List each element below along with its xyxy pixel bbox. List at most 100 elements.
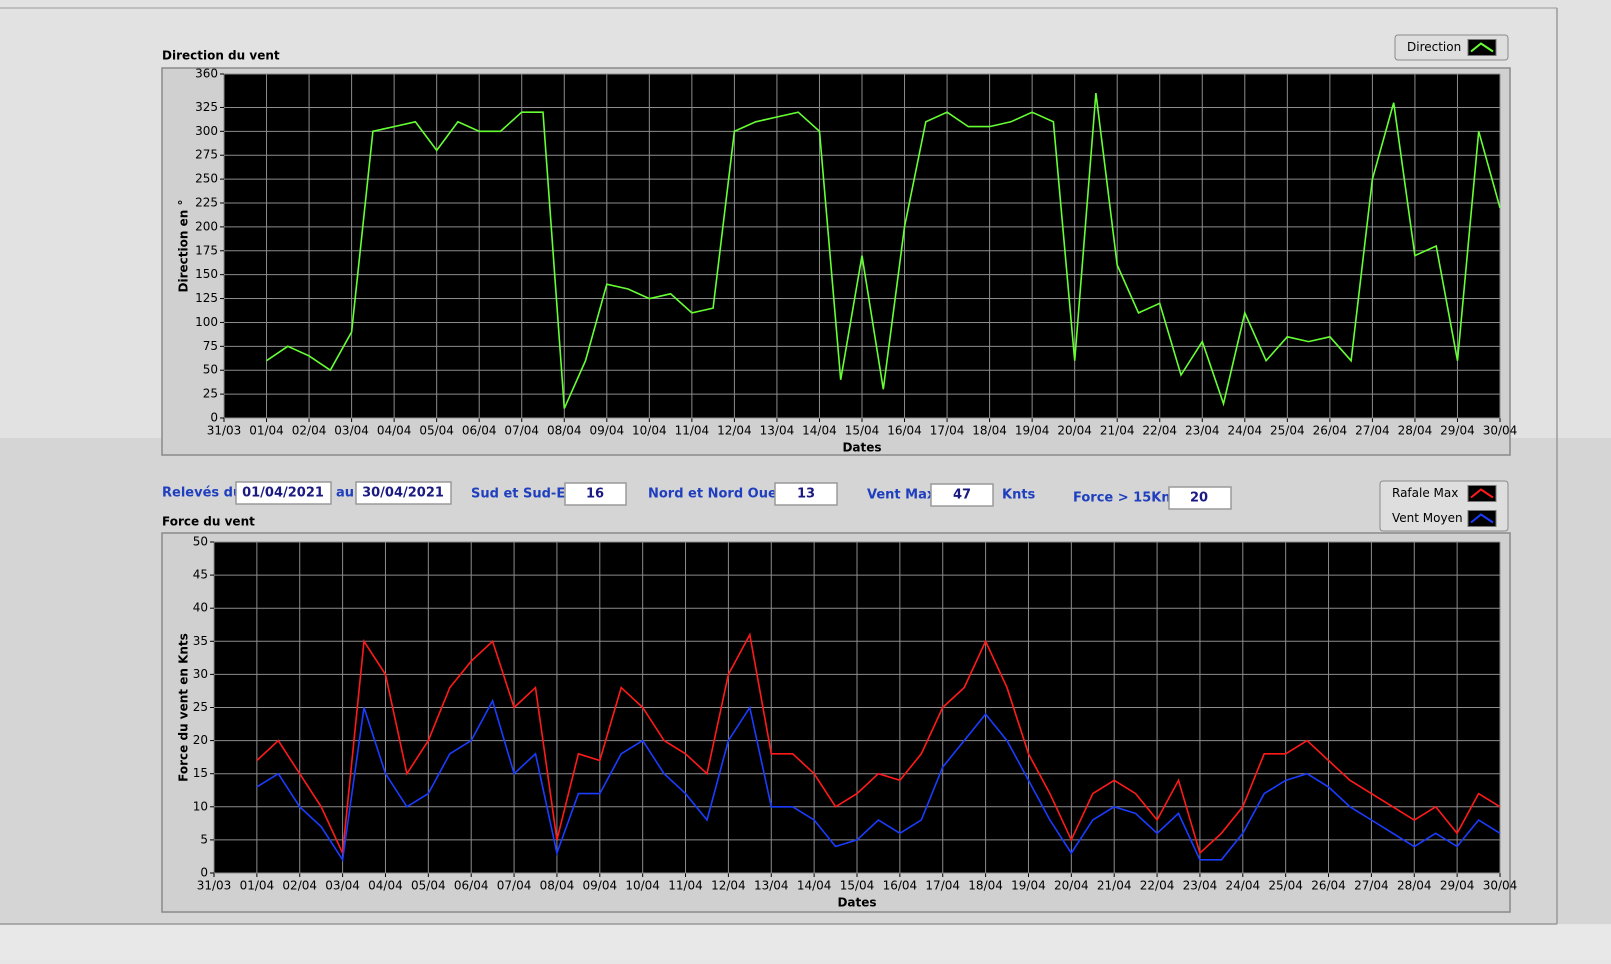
x-tick-label: 08/04 <box>540 879 575 893</box>
x-tick-label: 23/04 <box>1183 879 1218 893</box>
y-tick-label: 325 <box>195 100 218 114</box>
x-tick-label: 14/04 <box>797 879 832 893</box>
y-tick-label: 35 <box>193 634 208 648</box>
y-tick-label: 50 <box>203 363 218 377</box>
legend-label: Direction <box>1407 40 1461 54</box>
x-tick-label: 20/04 <box>1057 424 1092 438</box>
x-tick-label: 23/04 <box>1185 424 1220 438</box>
x-tick-label: 31/03 <box>207 424 242 438</box>
unit: Knts <box>1002 488 1036 503</box>
y-axis-label: Force du vent en Knts <box>177 633 191 782</box>
x-tick-label: 04/04 <box>377 424 412 438</box>
x-tick-label: 11/04 <box>668 879 703 893</box>
x-tick-label: 28/04 <box>1398 424 1433 438</box>
input-value: 20 <box>1190 491 1208 506</box>
x-tick-label: 09/04 <box>583 879 618 893</box>
input-value: 01/04/2021 <box>242 486 324 501</box>
y-tick-label: 25 <box>203 387 218 401</box>
legend-swatch-bg <box>1467 485 1497 502</box>
data-line <box>256 698 1501 863</box>
x-tick-label: 10/04 <box>632 424 667 438</box>
legend-swatch <box>1470 488 1494 499</box>
x-tick-label: 19/04 <box>1015 424 1050 438</box>
x-tick-label: 07/04 <box>497 879 532 893</box>
x-tick-label: 21/04 <box>1100 424 1135 438</box>
x-tick-label: 24/04 <box>1228 424 1263 438</box>
x-tick-label: 16/04 <box>883 879 918 893</box>
x-tick-label: 05/04 <box>419 424 454 438</box>
x-tick-label: 01/04 <box>249 424 284 438</box>
input-box[interactable] <box>235 481 332 505</box>
input-box[interactable] <box>355 481 452 505</box>
input-box[interactable] <box>930 483 994 507</box>
x-tick-label: 13/04 <box>754 879 789 893</box>
x-tick-label: 27/04 <box>1354 879 1389 893</box>
label: Force > 15Knts <box>1073 491 1185 506</box>
x-tick-label: 16/04 <box>887 424 922 438</box>
y-tick-label: 125 <box>195 291 218 305</box>
input-box[interactable] <box>1168 486 1232 510</box>
legend-swatch-bg <box>1467 39 1497 56</box>
y-tick-label: 30 <box>193 667 208 681</box>
label: Nord et Nord Ouest <box>648 487 791 502</box>
x-tick-label: 17/04 <box>930 424 965 438</box>
y-tick-label: 225 <box>195 196 218 210</box>
x-tick-label: 05/04 <box>411 879 446 893</box>
legend-label: Vent Moyen <box>1392 511 1463 525</box>
input-value: 30/04/2021 <box>362 486 444 501</box>
x-tick-label: 15/04 <box>840 879 875 893</box>
input-box[interactable] <box>564 482 627 506</box>
x-tick-label: 18/04 <box>968 879 1003 893</box>
input-value: 47 <box>953 488 971 503</box>
x-tick-label: 18/04 <box>972 424 1007 438</box>
x-tick-label: 26/04 <box>1311 879 1346 893</box>
y-tick-label: 40 <box>193 601 208 615</box>
x-tick-label: 14/04 <box>802 424 837 438</box>
x-tick-label: 19/04 <box>1011 879 1046 893</box>
x-tick-label: 26/04 <box>1313 424 1348 438</box>
x-tick-label: 30/04 <box>1483 424 1518 438</box>
y-tick-label: 20 <box>193 733 208 747</box>
x-tick-label: 28/04 <box>1397 879 1432 893</box>
x-tick-label: 15/04 <box>845 424 880 438</box>
y-tick-label: 360 <box>195 67 218 81</box>
x-tick-label: 27/04 <box>1355 424 1390 438</box>
y-tick-label: 150 <box>195 267 218 281</box>
x-tick-label: 13/04 <box>760 424 795 438</box>
x-tick-label: 29/04 <box>1440 879 1475 893</box>
legend-label: Rafale Max <box>1392 486 1458 500</box>
y-tick-label: 0 <box>210 411 218 425</box>
legend-swatch <box>1470 513 1494 524</box>
x-tick-label: 12/04 <box>717 424 752 438</box>
y-tick-label: 300 <box>195 124 218 138</box>
x-tick-label: 29/04 <box>1440 424 1475 438</box>
label: Vent Max <box>867 488 936 503</box>
y-tick-label: 25 <box>193 700 208 714</box>
x-tick-label: 02/04 <box>282 879 317 893</box>
y-axis-label: Direction en ° <box>177 200 191 293</box>
x-tick-label: 20/04 <box>1054 879 1089 893</box>
x-tick-label: 02/04 <box>292 424 327 438</box>
x-tick-label: 25/04 <box>1270 424 1305 438</box>
label: Sud et Sud-Est <box>471 487 579 502</box>
y-tick-label: 275 <box>195 148 218 162</box>
x-tick-label: 25/04 <box>1268 879 1303 893</box>
bottom-strip <box>0 925 1611 960</box>
data-line <box>256 632 1501 857</box>
x-tick-label: 01/04 <box>240 879 275 893</box>
x-tick-label: 03/04 <box>325 879 360 893</box>
input-value: 13 <box>797 487 815 502</box>
x-tick-label: 10/04 <box>625 879 660 893</box>
y-tick-label: 175 <box>195 243 218 257</box>
x-tick-label: 09/04 <box>590 424 625 438</box>
x-tick-label: 24/04 <box>1226 879 1261 893</box>
chart: Direction du vent 31/03 01/04 02/04 03/04 04/… <box>161 34 1518 456</box>
legend-swatch-bg <box>1467 510 1497 527</box>
input-box[interactable] <box>774 482 838 506</box>
y-tick-label: 50 <box>193 535 208 549</box>
x-tick-label: 21/04 <box>1097 879 1132 893</box>
form-row: Relevés du 01/04/2021 au 30/04/2021 Sud … <box>162 481 1232 510</box>
y-tick-label: 250 <box>195 172 218 186</box>
y-tick-label: 75 <box>203 339 218 353</box>
